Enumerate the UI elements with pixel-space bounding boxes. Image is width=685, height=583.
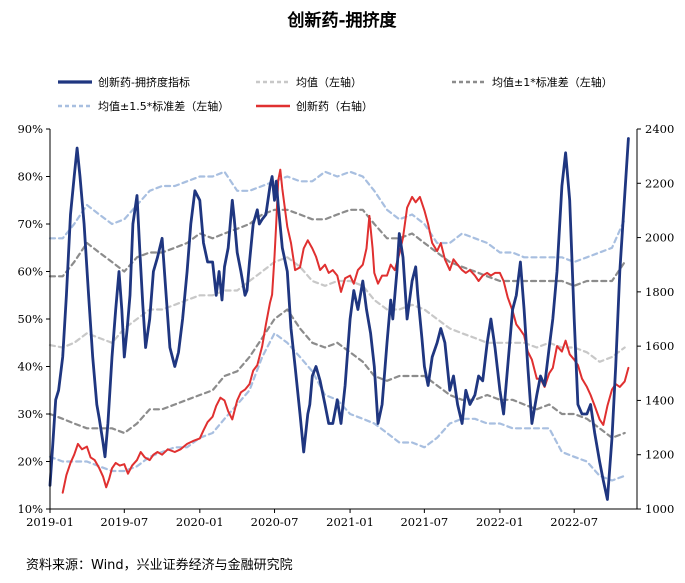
y-left-tick-label: 90% (17, 122, 43, 136)
y-right-tick-label: 2400 (645, 122, 674, 136)
series-4-line (61, 168, 630, 494)
series-2-lower (48, 308, 626, 439)
y-right-tick-label: 1200 (645, 448, 674, 462)
y-left-tick-label: 10% (17, 502, 43, 516)
y-right-tick-label: 1400 (645, 393, 674, 407)
y-left-tick-label: 40% (17, 360, 43, 374)
series-3-upper (48, 170, 626, 264)
series-2-upper (48, 208, 626, 287)
y-right-tick-label: 1000 (645, 502, 674, 516)
legend-label-4: 创新药（右轴） (296, 99, 373, 113)
axes: 10% 20% 30% 40% 50% 60% 70% 80% 90% 1000 1200 1400 1… (17, 122, 674, 529)
y-left-tick-label: 80% (17, 170, 43, 184)
x-tick-label: 2020-01 (176, 515, 224, 529)
band-lines (48, 170, 626, 482)
y-left-tick-label: 60% (17, 265, 43, 279)
legend-label-3: 均值±1.5*标准差（左轴） (98, 99, 229, 113)
x-tick-label: 2019-07 (100, 515, 148, 529)
legend-label-0: 创新药-拥挤度指标 (98, 75, 190, 89)
series-lines (48, 137, 630, 501)
y-left-tick-label: 30% (17, 407, 43, 421)
legend-label-2: 均值±1*标准差（左轴） (492, 75, 613, 89)
y-right-tick-label: 2200 (645, 176, 674, 190)
y-right-tick-label: 1600 (645, 339, 674, 353)
legend: 创新药-拥挤度指标 均值（左轴） 均值±1*标准差（左轴） 均值±1.5*标准差（左轴… (58, 75, 613, 113)
y-left-tick-label: 20% (17, 455, 43, 469)
chart-title: 创新药-拥挤度 (286, 10, 397, 31)
x-tick-label: 2022-07 (550, 515, 598, 529)
x-tick-label: 2021-07 (400, 515, 448, 529)
legend-label-1: 均值（左轴） (296, 75, 362, 89)
series-1-line (48, 256, 626, 363)
x-tick-label: 2022-01 (476, 515, 524, 529)
y-right-tick-label: 1800 (645, 285, 674, 299)
x-tick-label: 2021-01 (326, 515, 374, 529)
x-tick-label: 2020-07 (251, 515, 299, 529)
series-0-line (48, 137, 630, 501)
y-right-tick-label: 2000 (645, 231, 674, 245)
source-note: 资料来源：Wind，兴业证券经济与金融研究院 (26, 557, 293, 573)
y-left-tick-label: 50% (17, 312, 43, 326)
x-tick-label: 2019-01 (26, 515, 74, 529)
y-left-tick-label: 70% (17, 217, 43, 231)
